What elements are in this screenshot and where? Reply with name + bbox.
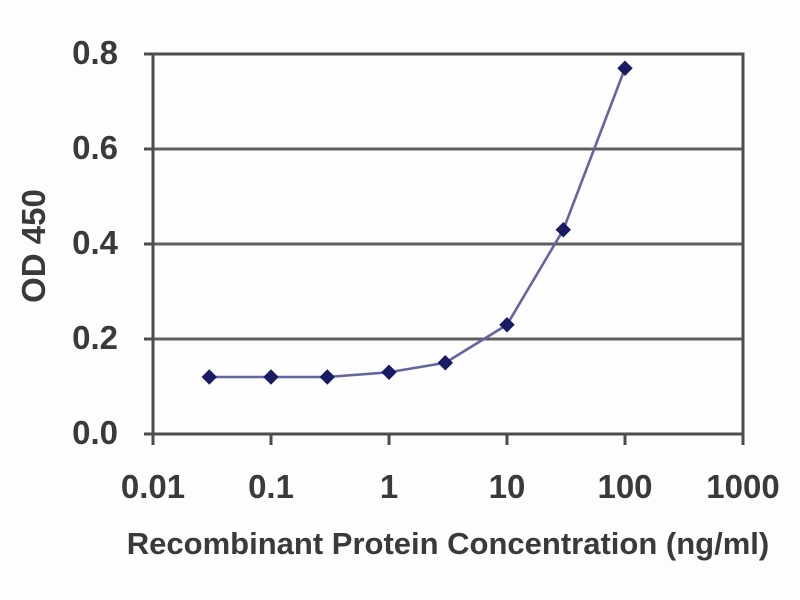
x-tick-label: 0.1 bbox=[248, 468, 294, 505]
y-tick-label: 0.8 bbox=[72, 34, 118, 72]
x-tick-label: 100 bbox=[597, 468, 653, 505]
x-tick-label: 1 bbox=[379, 468, 399, 505]
y-tick-label: 0.2 bbox=[72, 319, 118, 357]
y-tick-label: 0.0 bbox=[72, 414, 118, 452]
data-point bbox=[437, 355, 454, 371]
data-point bbox=[381, 364, 397, 380]
data-point bbox=[263, 369, 279, 385]
x-tick-label: 10 bbox=[488, 468, 526, 505]
x-axis-title: Recombinant Protein Concentration (ng/ml… bbox=[126, 526, 770, 561]
series-line bbox=[209, 67, 627, 379]
data-point bbox=[319, 369, 336, 385]
y-tick-label: 0.6 bbox=[72, 129, 118, 167]
data-point bbox=[555, 222, 572, 238]
y-tick-label: 0.4 bbox=[72, 224, 118, 262]
data-point bbox=[617, 60, 633, 76]
x-tick-label: 0.01 bbox=[120, 468, 186, 505]
data-point bbox=[499, 317, 515, 333]
data-point bbox=[201, 369, 218, 385]
x-tick-label: 1000 bbox=[706, 468, 780, 505]
